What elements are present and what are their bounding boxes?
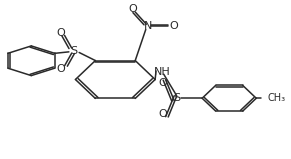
- Text: NH: NH: [154, 67, 171, 77]
- Text: S: S: [70, 46, 78, 56]
- Text: O: O: [128, 4, 137, 14]
- Text: O: O: [57, 28, 65, 38]
- Text: O: O: [57, 64, 65, 74]
- Text: O: O: [169, 21, 178, 31]
- Text: S: S: [173, 93, 180, 103]
- Text: O: O: [158, 78, 167, 88]
- Text: O: O: [158, 109, 167, 119]
- Text: CH₃: CH₃: [268, 93, 286, 103]
- Text: N: N: [144, 21, 152, 31]
